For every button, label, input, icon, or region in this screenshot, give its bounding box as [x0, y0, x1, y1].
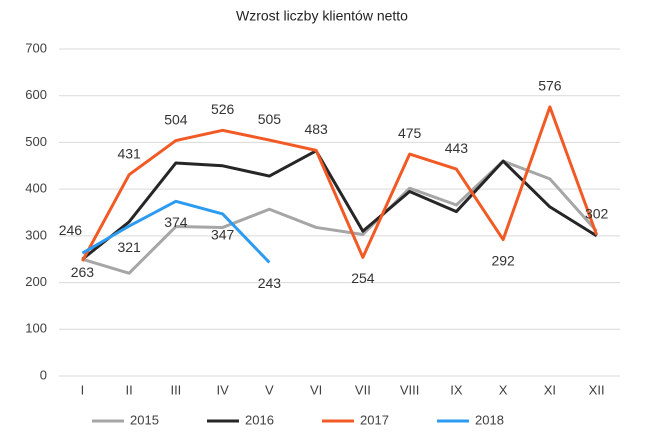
data-label: 246: [59, 222, 83, 238]
x-tick-label: VIII: [400, 382, 420, 397]
y-tick-label: 300: [25, 227, 47, 242]
data-label: 504: [164, 111, 188, 127]
y-tick-label: 700: [25, 40, 47, 55]
x-tick-label: XI: [544, 382, 556, 397]
data-label: 431: [117, 145, 141, 161]
y-tick-label: 100: [25, 321, 47, 336]
legend-label: 2018: [475, 412, 504, 427]
series-line: [81, 149, 598, 261]
data-label: 576: [538, 78, 562, 94]
series-line: [81, 105, 599, 262]
x-tick-label: V: [265, 382, 274, 397]
legend-label: 2017: [360, 412, 389, 427]
data-label: 347: [211, 227, 235, 243]
chart-title: Wzrost liczby klientów netto: [236, 8, 408, 24]
x-tick-label: III: [170, 382, 181, 397]
data-label: 254: [351, 270, 375, 286]
x-tick-label: II: [126, 382, 133, 397]
y-tick-label: 200: [25, 274, 47, 289]
data-label: 526: [211, 101, 235, 117]
data-label: 292: [491, 252, 515, 268]
y-tick-label: 600: [25, 87, 47, 102]
x-tick-label: I: [81, 382, 85, 397]
x-tick-label: VI: [310, 382, 322, 397]
x-tick-label: X: [499, 382, 508, 397]
x-tick-label: XII: [589, 382, 605, 397]
y-tick-label: 400: [25, 181, 47, 196]
y-tick-label: 500: [25, 134, 47, 149]
data-label: 243: [258, 275, 282, 291]
data-label: 483: [304, 121, 328, 137]
data-label: 475: [398, 125, 422, 141]
data-label: 263: [71, 264, 95, 280]
legend-label: 2016: [245, 412, 274, 427]
x-tick-label: IV: [216, 382, 229, 397]
series-line: [81, 199, 271, 264]
data-label: 443: [445, 140, 469, 156]
data-label: 302: [585, 206, 609, 222]
data-label: 374: [164, 214, 188, 230]
x-tick-label: VII: [355, 382, 371, 397]
data-label: 321: [117, 239, 141, 255]
series-line: [81, 159, 598, 275]
x-tick-label: IX: [450, 382, 463, 397]
data-label: 505: [258, 111, 282, 127]
y-tick-label: 0: [40, 367, 47, 382]
legend-label: 2015: [130, 412, 159, 427]
